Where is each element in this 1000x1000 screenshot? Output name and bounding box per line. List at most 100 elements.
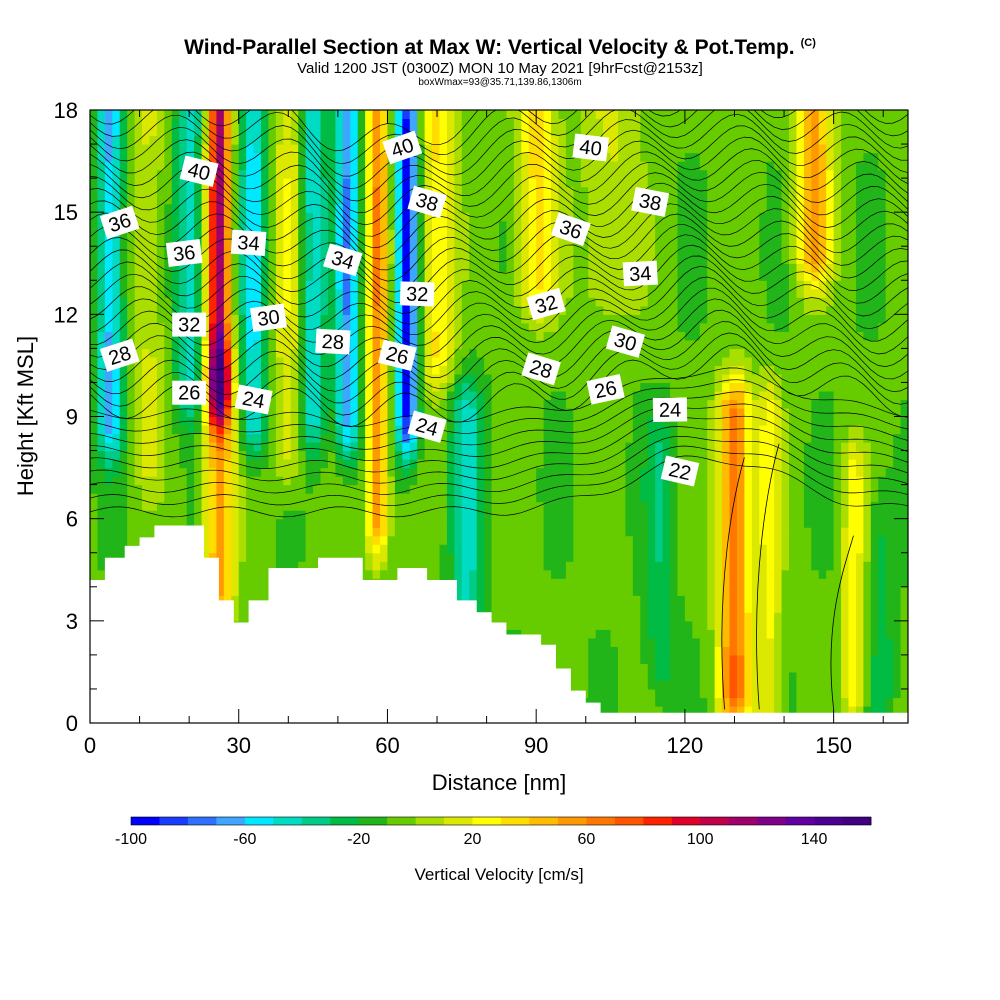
velocity-cell xyxy=(142,144,151,154)
velocity-cell xyxy=(580,620,589,630)
velocity-cell xyxy=(432,314,441,324)
velocity-cell xyxy=(387,314,396,324)
velocity-cell xyxy=(491,237,500,247)
velocity-cell xyxy=(439,544,448,554)
velocity-cell xyxy=(112,390,121,401)
velocity-cell xyxy=(134,237,143,247)
velocity-cell xyxy=(327,229,336,239)
velocity-cell xyxy=(171,263,180,273)
velocity-cell xyxy=(409,399,418,409)
velocity-cell xyxy=(387,416,396,426)
velocity-cell xyxy=(261,518,270,528)
velocity-cell xyxy=(313,373,322,384)
velocity-cell xyxy=(536,331,545,341)
velocity-cell xyxy=(97,305,106,315)
velocity-cell xyxy=(313,356,322,367)
velocity-cell xyxy=(446,305,455,315)
velocity-cell xyxy=(595,118,604,128)
velocity-cell xyxy=(179,425,188,435)
velocity-cell xyxy=(565,390,574,401)
velocity-cell xyxy=(551,442,560,452)
velocity-cell xyxy=(127,527,136,537)
velocity-cell xyxy=(499,195,508,205)
velocity-cell xyxy=(595,220,604,230)
velocity-cell xyxy=(469,152,478,162)
velocity-cell xyxy=(432,442,441,452)
velocity-cell xyxy=(521,544,530,554)
velocity-cell xyxy=(513,356,522,367)
velocity-cell xyxy=(484,271,493,281)
velocity-cell xyxy=(573,535,582,545)
velocity-cell xyxy=(90,425,99,435)
velocity-cell xyxy=(164,373,173,384)
velocity-cell xyxy=(409,110,418,120)
velocity-cell xyxy=(112,288,121,298)
velocity-cell xyxy=(186,135,195,145)
velocity-cell xyxy=(223,484,232,494)
velocity-cell xyxy=(298,450,307,460)
velocity-cell xyxy=(298,212,307,222)
velocity-cell xyxy=(216,561,225,571)
velocity-cell xyxy=(97,271,106,281)
velocity-cell xyxy=(372,390,381,401)
velocity-cell xyxy=(142,484,151,494)
velocity-cell xyxy=(565,637,574,647)
velocity-cell xyxy=(528,476,537,486)
velocity-cell xyxy=(149,280,158,290)
velocity-cell xyxy=(476,152,485,162)
velocity-cell xyxy=(261,442,270,452)
velocity-cell xyxy=(521,186,530,196)
velocity-cell xyxy=(223,246,232,256)
velocity-cell xyxy=(595,280,604,290)
velocity-cell xyxy=(246,544,255,554)
velocity-cell xyxy=(208,229,218,239)
velocity-cell xyxy=(469,178,478,188)
velocity-cell xyxy=(149,212,158,222)
velocity-cell xyxy=(90,169,99,179)
velocity-cell xyxy=(238,220,247,230)
velocity-cell xyxy=(112,280,121,290)
velocity-cell xyxy=(372,356,381,367)
velocity-cell xyxy=(595,476,604,486)
velocity-cell xyxy=(327,110,336,120)
velocity-cell xyxy=(335,127,344,137)
velocity-cell xyxy=(357,390,366,401)
velocity-cell xyxy=(506,348,515,358)
velocity-cell xyxy=(595,467,604,477)
velocity-cell xyxy=(394,493,403,503)
velocity-cell xyxy=(513,620,522,630)
velocity-cell xyxy=(179,416,188,426)
velocity-cell xyxy=(208,110,218,120)
velocity-cell xyxy=(521,390,530,401)
velocity-cell xyxy=(320,110,329,120)
velocity-cell xyxy=(171,365,180,375)
velocity-cell xyxy=(580,646,589,656)
velocity-cell xyxy=(134,178,143,188)
velocity-cell xyxy=(342,552,351,562)
velocity-cell xyxy=(506,544,515,554)
velocity-cell xyxy=(595,561,604,571)
velocity-cell xyxy=(439,450,448,460)
velocity-cell xyxy=(164,152,173,162)
velocity-cell xyxy=(551,195,560,205)
velocity-cell xyxy=(208,118,218,128)
velocity-cell xyxy=(216,501,225,511)
velocity-cell xyxy=(112,459,121,469)
velocity-cell xyxy=(231,144,240,154)
velocity-cell xyxy=(476,305,485,315)
velocity-cell xyxy=(513,569,522,579)
velocity-cell xyxy=(595,620,604,630)
velocity-cell xyxy=(446,459,455,469)
velocity-cell xyxy=(558,476,567,486)
velocity-cell xyxy=(253,476,262,486)
velocity-cell xyxy=(104,169,113,179)
velocity-cell xyxy=(350,127,359,137)
velocity-cell xyxy=(543,535,552,545)
velocity-cell xyxy=(223,535,232,545)
velocity-cell xyxy=(588,271,597,281)
velocity-cell xyxy=(201,127,210,137)
velocity-cell xyxy=(335,118,344,128)
velocity-cell xyxy=(275,186,284,196)
velocity-cell xyxy=(97,331,106,341)
velocity-cell xyxy=(476,356,485,367)
